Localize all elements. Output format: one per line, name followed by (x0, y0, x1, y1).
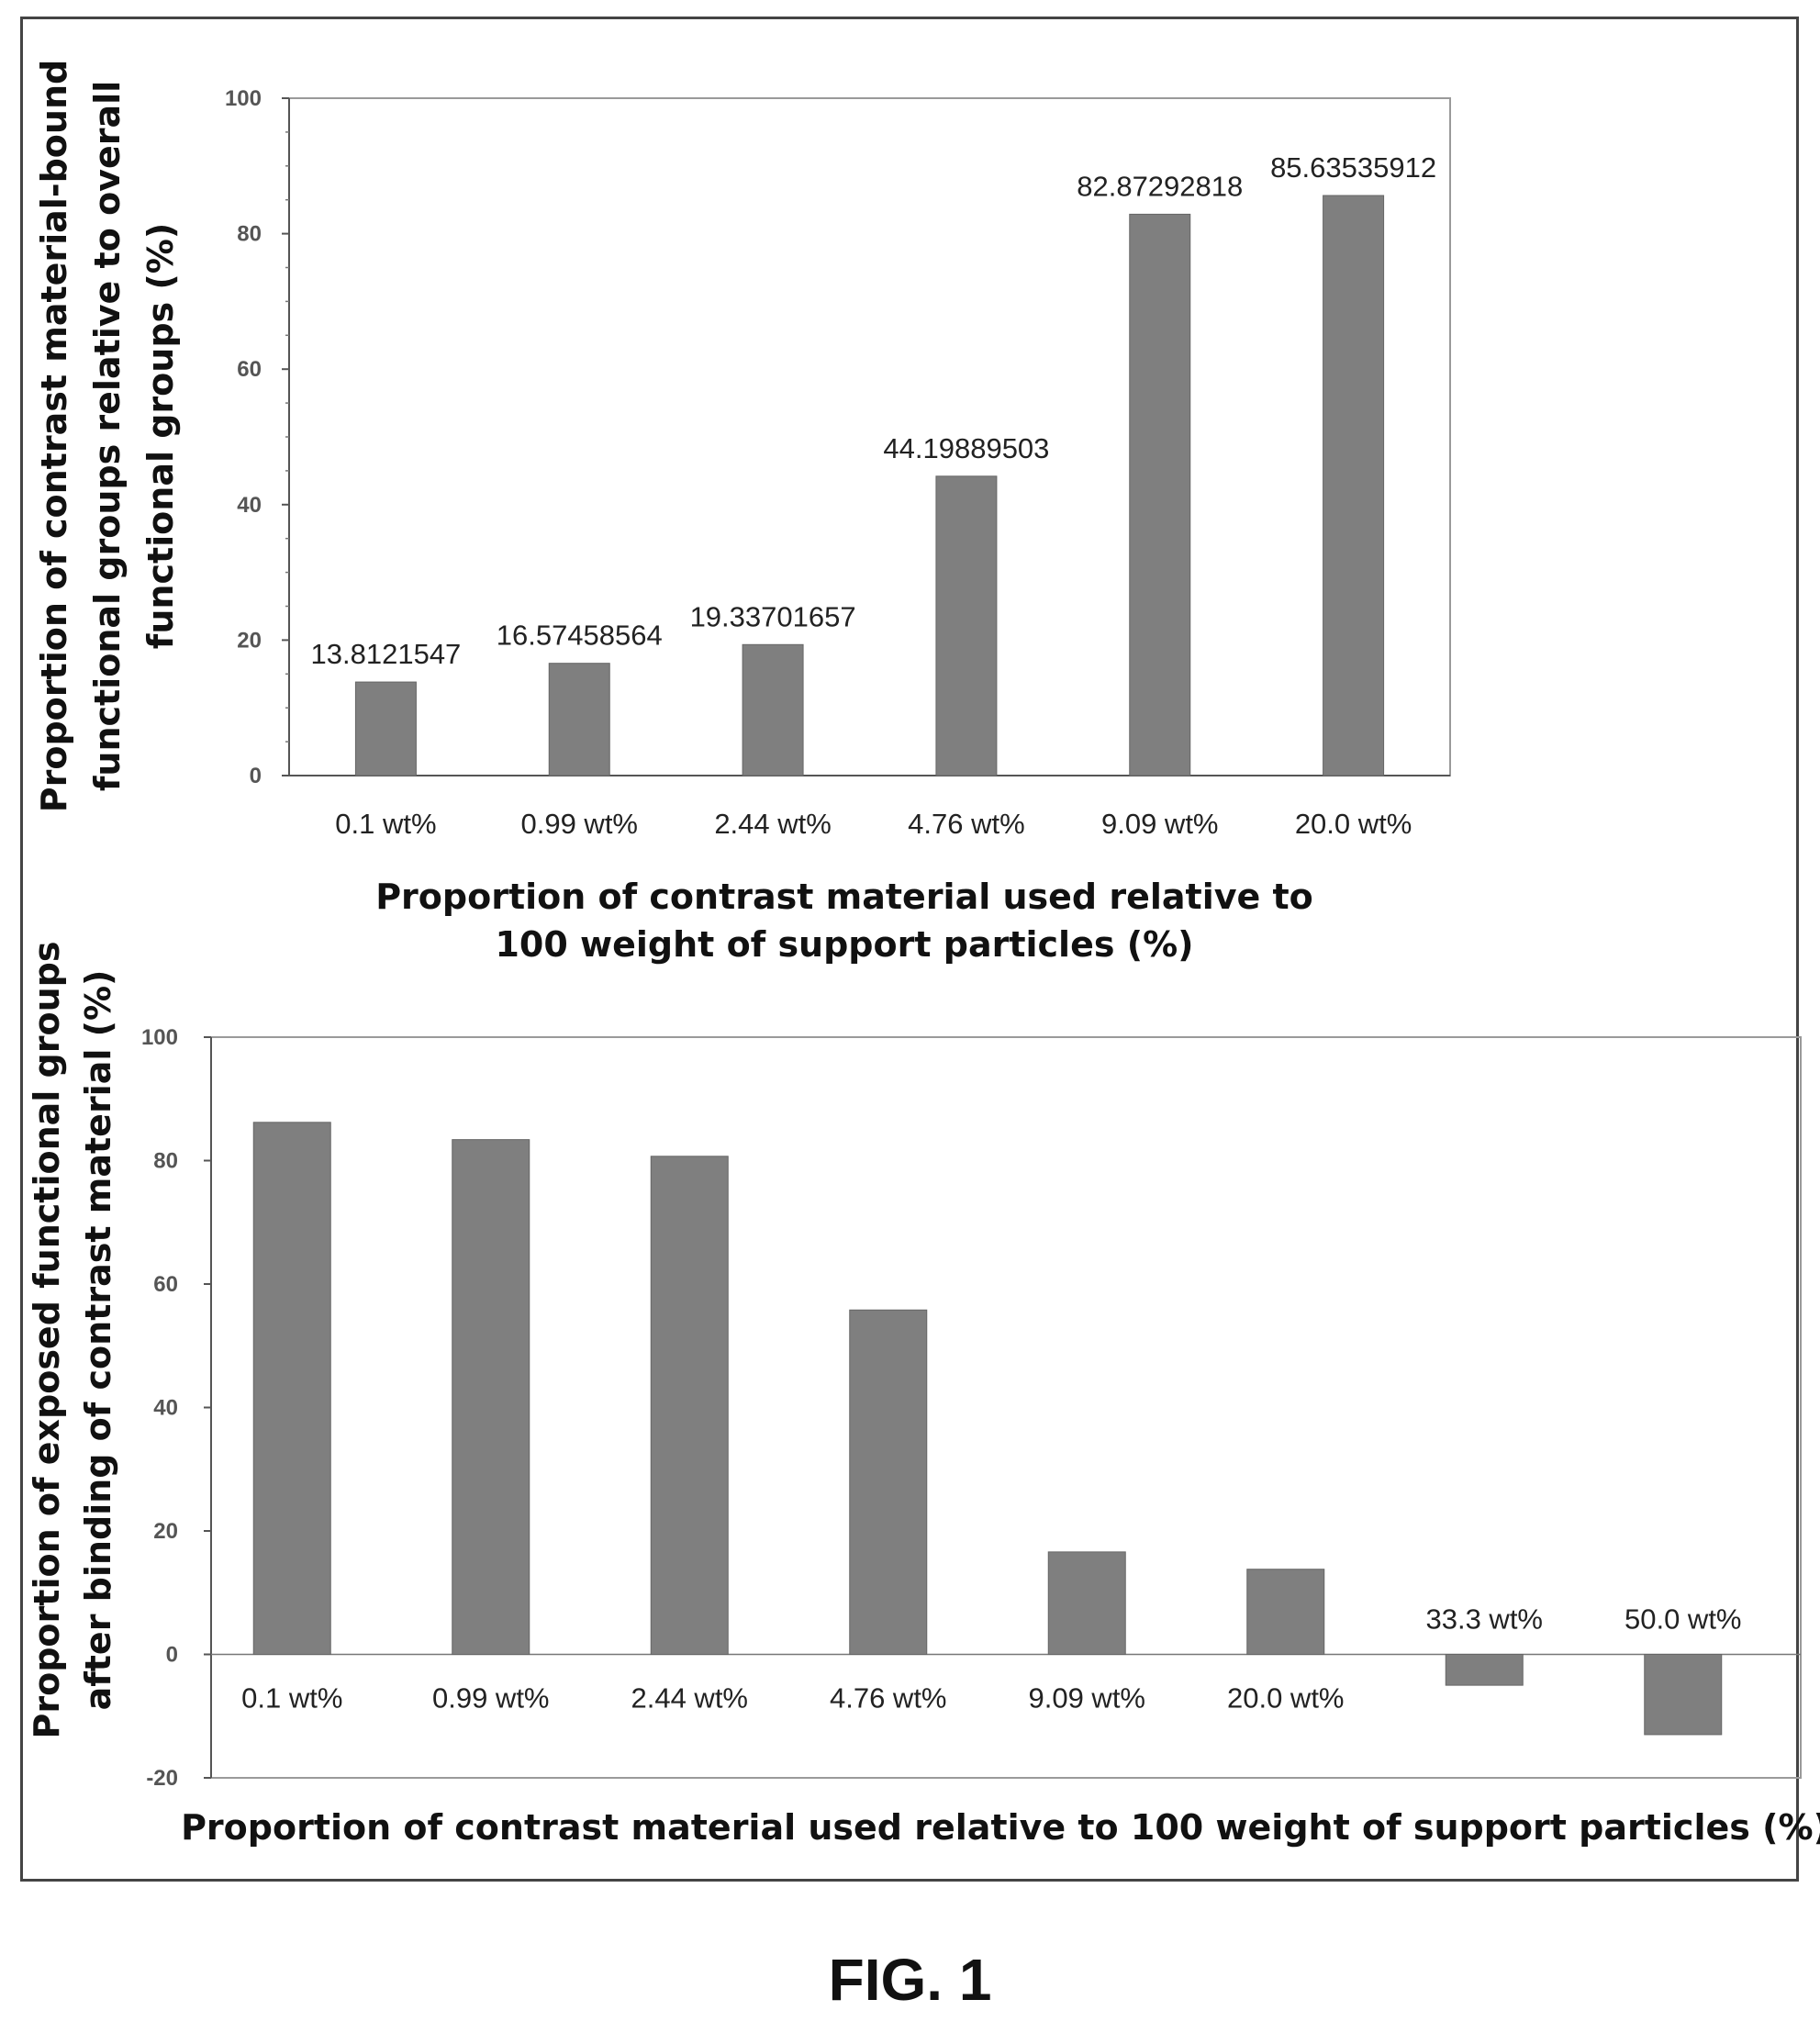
y-tick-label: 40 (153, 1396, 178, 1421)
plot-area (210, 1036, 1802, 1779)
x-tick-label: 33.3 wt% (1425, 1603, 1543, 1636)
y-tick-label: 60 (237, 357, 262, 382)
bar (1246, 1569, 1325, 1655)
bar (1445, 1654, 1524, 1686)
y-axis-title-line: Proportion of contrast material-bound (34, 60, 74, 812)
bar (849, 1309, 928, 1655)
x-tick-label: 4.76 wt% (830, 1682, 947, 1715)
y-tick-label: 0 (166, 1643, 178, 1668)
bar (1323, 195, 1385, 776)
bar (742, 643, 804, 776)
x-tick-label: 0.99 wt% (520, 808, 638, 840)
figure-frame (20, 17, 1799, 1882)
y-tick-label: 100 (141, 1025, 178, 1050)
x-axis-title-line: 100 weight of support particles (%) (495, 924, 1193, 965)
data-label: 85.63535912 (1270, 151, 1436, 184)
x-tick-label: 4.76 wt% (908, 808, 1025, 840)
y-tick-label: 0 (250, 764, 262, 788)
figure-caption: FIG. 1 (828, 1947, 992, 2013)
x-tick-label: 9.09 wt% (1028, 1682, 1145, 1715)
y-tick-label: 20 (153, 1519, 178, 1544)
bar (650, 1156, 729, 1655)
y-axis-title-line: functional groups (%) (140, 223, 181, 649)
x-axis-title: Proportion of contrast material used rel… (181, 1807, 1820, 1848)
x-tick-label: 20.0 wt% (1295, 808, 1412, 840)
y-tick-label: 40 (237, 493, 262, 518)
x-axis-title-line: Proportion of contrast material used rel… (375, 877, 1313, 917)
x-tick-label: 0.99 wt% (432, 1682, 550, 1715)
y-axis-title-line: Proportion of exposed functional groups (27, 942, 67, 1739)
chart-top: 0 20 40 60 80 100 13.8121547 0.1 wt% 16.57458564… (34, 60, 1451, 965)
x-tick-label: 9.09 wt% (1101, 808, 1219, 840)
data-label: 19.33701657 (690, 600, 856, 632)
y-tick-label: 80 (237, 222, 262, 247)
y-tick-label: 20 (237, 628, 262, 653)
bar (1129, 213, 1191, 776)
x-tick-label: 50.0 wt% (1625, 1603, 1742, 1636)
data-label: 13.8121547 (311, 638, 462, 670)
bar (252, 1122, 331, 1656)
y-tick-label: 100 (225, 86, 262, 111)
x-tick-label: 0.1 wt% (241, 1682, 342, 1715)
y-tick-label: 60 (153, 1272, 178, 1297)
y-tick-label: -20 (146, 1766, 178, 1791)
y-axis-title-line: after binding of contrast material (%) (78, 970, 118, 1711)
bar (452, 1139, 530, 1655)
x-tick-label: 2.44 wt% (631, 1682, 748, 1715)
data-label: 44.19889503 (883, 432, 1049, 464)
bar (1047, 1551, 1126, 1655)
x-tick-label: 20.0 wt% (1227, 1682, 1345, 1715)
y-axis-title-line: functional groups relative to overall (87, 81, 128, 791)
data-label: 16.57458564 (497, 620, 663, 652)
bar (935, 475, 998, 776)
y-tick-label: 80 (153, 1149, 178, 1174)
x-tick-label: 2.44 wt% (714, 808, 832, 840)
bar (1644, 1654, 1723, 1736)
x-tick-label: 0.1 wt% (335, 808, 436, 840)
bar (548, 663, 610, 776)
data-label: 82.87292818 (1077, 170, 1243, 202)
bar (354, 681, 417, 776)
